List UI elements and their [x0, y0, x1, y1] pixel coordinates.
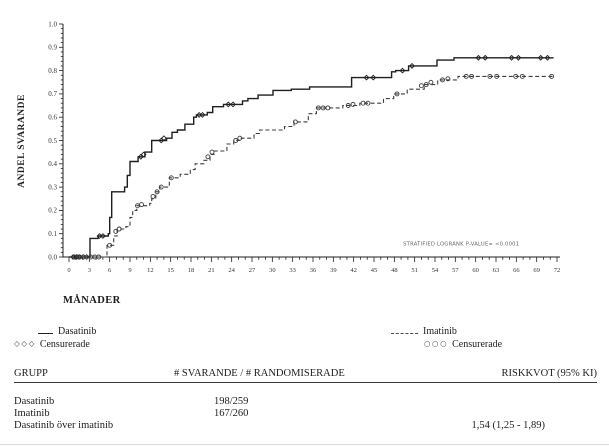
group-cell: Dasatinib	[14, 396, 55, 407]
group-cell: Imatinib	[14, 408, 50, 419]
table-row-dasatinib-vs-imatinib: Dasatinib över imatinib 1,54 (1,25 - 1,8…	[14, 420, 597, 432]
curve-imatinib	[69, 75, 554, 258]
svg-text:3: 3	[88, 267, 91, 274]
risk-cell	[459, 408, 597, 420]
legend-dasatinib-label: Dasatinib	[58, 326, 97, 337]
svg-text:0.9: 0.9	[48, 44, 57, 52]
ratio-cell: 167/260	[214, 408, 249, 419]
diamond-markers-icon: ◇◇◇	[14, 339, 36, 348]
svg-text:39: 39	[330, 267, 337, 274]
svg-text:51: 51	[411, 267, 418, 274]
legend-censored-label-right: Censurerade	[452, 339, 503, 350]
svg-text:0.6: 0.6	[48, 114, 57, 122]
svg-text:33: 33	[289, 267, 296, 274]
svg-text:69: 69	[533, 267, 540, 274]
table-row-dasatinib: Dasatinib 198/259	[14, 396, 597, 408]
svg-text:0.3: 0.3	[48, 183, 57, 191]
risk-cell	[459, 396, 597, 408]
svg-text:30: 30	[269, 267, 276, 274]
y-axis-title: ANDEL SVARANDE	[17, 94, 27, 188]
curve-dasatinib	[69, 57, 554, 258]
svg-text:1.0: 1.0	[48, 20, 57, 28]
svg-text:36: 36	[310, 267, 317, 274]
legend-imatinib-label: Imatinib	[423, 326, 457, 337]
svg-text:0.2: 0.2	[48, 207, 57, 215]
svg-text:15: 15	[167, 267, 174, 274]
svg-text:0: 0	[67, 267, 70, 274]
results-table-header: GRUPP # SVARANDE / # RANDOMISERADE RISKK…	[14, 368, 597, 383]
svg-text:9: 9	[128, 267, 131, 274]
svg-text:66: 66	[513, 267, 520, 274]
table-row-imatinib: Imatinib 167/260	[14, 408, 597, 420]
legend-dasatinib-censored: ◇◇◇ Censurerade	[14, 339, 90, 350]
x-axis-title: MÅNADER	[63, 295, 121, 306]
header-svarande-randomiserade: # SVARANDE / # RANDOMISERADE	[174, 368, 345, 379]
svg-text:0.0: 0.0	[48, 253, 57, 261]
group-cell: Dasatinib över imatinib	[14, 420, 114, 431]
y-axis	[59, 23, 63, 258]
svg-text:42: 42	[350, 267, 357, 274]
svg-text:18: 18	[188, 267, 195, 274]
ratio-cell	[174, 420, 459, 432]
censor-marks-imatinib	[71, 73, 555, 260]
header-grupp: GRUPP	[14, 368, 48, 379]
legend-dasatinib: Dasatinib	[38, 324, 96, 337]
svg-text:21: 21	[208, 267, 215, 274]
svg-text:0.5: 0.5	[48, 137, 57, 145]
dashed-line-swatch	[391, 324, 418, 334]
circle-markers-icon: ○○○	[424, 339, 449, 348]
svg-text:48: 48	[391, 267, 398, 274]
results-table: GRUPP # SVARANDE / # RANDOMISERADE RISKK…	[14, 368, 597, 432]
legend-imatinib-censored: ○○○ Censurerade	[424, 339, 502, 350]
svg-text:6: 6	[108, 267, 112, 274]
y-tick-labels: 0.0 0.1 0.2 0.3 0.4 0.5 0.6 0.7 0.8 0.9 1.0	[48, 20, 57, 261]
svg-text:72: 72	[554, 267, 561, 274]
solid-line-swatch	[38, 324, 53, 334]
svg-text:60: 60	[472, 267, 479, 274]
legend-censored-label-left: Censurerade	[39, 339, 90, 350]
header-riskkvot: RISKKVOT (95% KI)	[501, 368, 597, 379]
logrank-annotation: STRATIFIED LOGRANK P-VALUE= <0.0001	[403, 241, 519, 247]
svg-text:0.7: 0.7	[48, 90, 57, 98]
risk-cell: 1,54 (1,25 - 1,89)	[471, 420, 546, 431]
svg-text:45: 45	[371, 267, 378, 274]
svg-text:0.8: 0.8	[48, 67, 57, 75]
svg-text:57: 57	[452, 267, 459, 274]
bottom-divider	[0, 444, 609, 445]
svg-text:54: 54	[432, 267, 439, 274]
x-axis	[68, 257, 558, 262]
censor-marks-dasatinib	[70, 54, 551, 260]
svg-text:0.1: 0.1	[48, 230, 57, 238]
svg-text:63: 63	[493, 267, 500, 274]
svg-text:12: 12	[147, 267, 154, 274]
legend-imatinib: Imatinib	[391, 324, 457, 337]
svg-text:24: 24	[228, 267, 235, 274]
axes	[62, 24, 560, 258]
response-chart: 0.00.10.20.30.40.50.60.70.80.91.00 3 6 9 12 1…	[17, 20, 560, 274]
svg-text:0.4: 0.4	[48, 160, 57, 168]
svg-text:27: 27	[249, 267, 256, 274]
x-tick-labels: 0 3 6 9 12 15 18 21 24 27 30 33 36 39 42 45 48 51 54 57 60 63…	[67, 267, 560, 274]
ratio-cell: 198/259	[214, 396, 249, 407]
